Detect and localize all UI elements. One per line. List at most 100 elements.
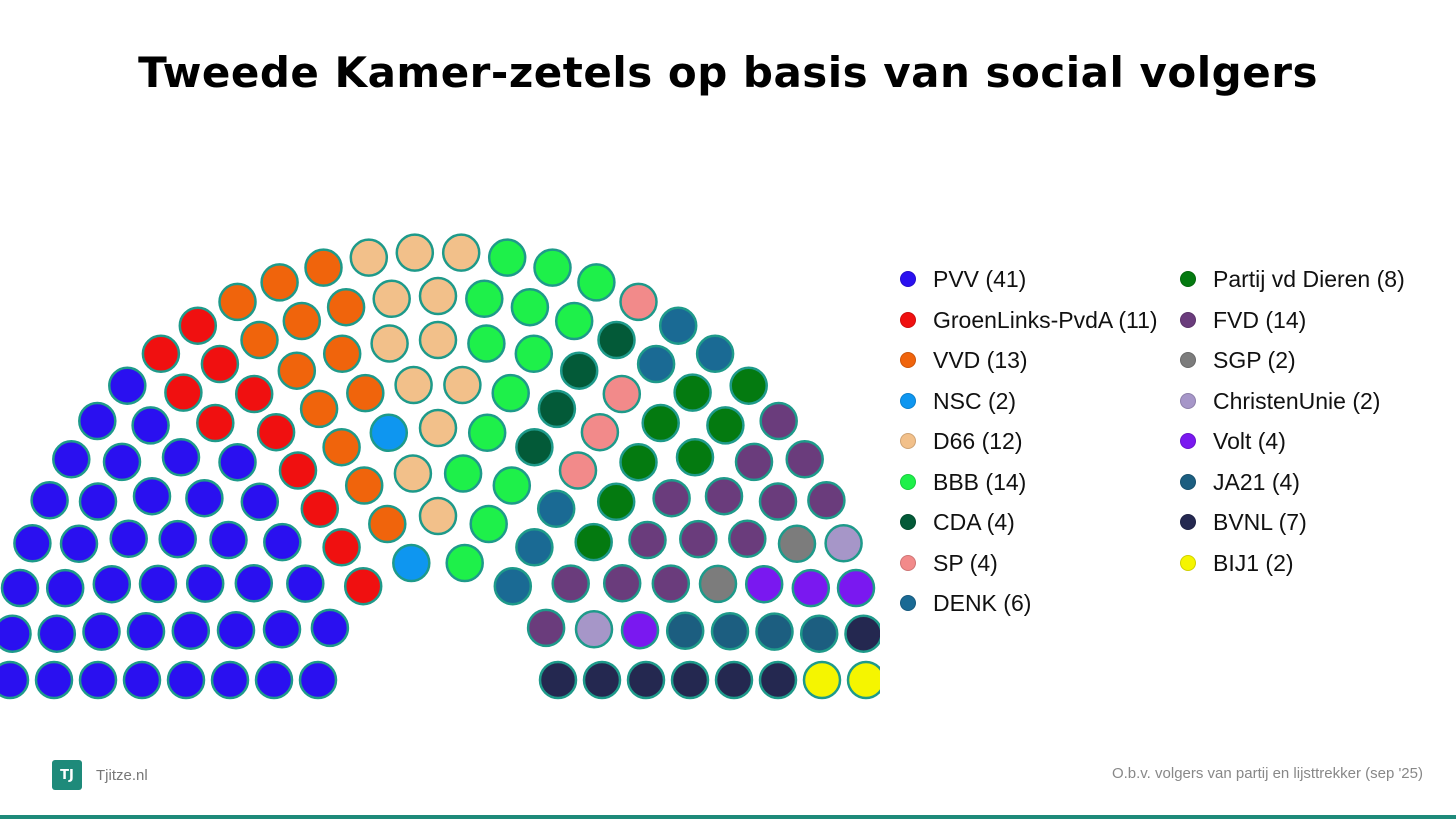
legend-item-nsc: NSC (2) <box>900 387 1016 415</box>
seat-vvd <box>322 427 361 467</box>
seat-pvv <box>92 564 132 604</box>
seat-d66 <box>443 365 482 405</box>
legend-swatch <box>1180 473 1196 490</box>
seat-fvd <box>728 519 767 559</box>
seat-partij-vd-dieren <box>619 442 658 482</box>
seat-d66 <box>441 233 481 272</box>
seat-bbb <box>577 263 616 302</box>
seat-pvv <box>78 401 117 441</box>
seat-fvd <box>628 520 667 560</box>
seat-ja21 <box>665 611 705 651</box>
legend-item-cda: CDA (4) <box>900 508 1015 536</box>
brand-name: Tjitze.nl <box>96 766 148 784</box>
legend-label: ChristenUnie (2) <box>1213 387 1381 414</box>
seat-sp <box>602 374 642 414</box>
seat-ja21 <box>755 612 794 651</box>
legend-label: SGP (2) <box>1213 347 1296 373</box>
seat-nsc <box>392 543 431 583</box>
seat-fvd <box>679 519 718 559</box>
seat-pvv <box>185 564 225 603</box>
seat-d66 <box>370 324 409 363</box>
seat-groenlinks-pvda <box>343 566 383 606</box>
seat-pvv <box>0 614 32 653</box>
seat-bvnl <box>714 660 754 700</box>
seat-groenlinks-pvda <box>141 334 181 374</box>
seat-sp <box>619 282 658 322</box>
seat-fvd <box>526 608 566 648</box>
seat-groenlinks-pvda <box>278 451 318 490</box>
seat-bbb <box>492 466 532 505</box>
seat-vvd <box>346 373 385 413</box>
seat-denk <box>493 566 533 606</box>
seat-vvd <box>299 389 339 429</box>
seat-bbb <box>445 543 484 583</box>
legend-label: NSC (2) <box>933 387 1017 414</box>
legend-label: BIJ1 (2) <box>1213 549 1294 576</box>
legend-label: CDA (4) <box>933 509 1015 535</box>
seat-pvv <box>131 406 170 445</box>
seat-pvv <box>298 660 338 700</box>
footnote: O.b.v. volgers van partij en lijsttrekke… <box>1111 765 1423 782</box>
seat-denk <box>515 528 554 567</box>
seat-d66 <box>395 233 435 272</box>
legend-item-ja21: JA21 (4) <box>1180 468 1300 496</box>
legend-swatch <box>900 473 916 490</box>
legend-item-d66: D66 (12) <box>900 427 1022 455</box>
seat-bbb <box>465 279 504 319</box>
legend-swatch <box>1180 271 1196 287</box>
seat-groenlinks-pvda <box>300 489 340 529</box>
seat-d66 <box>418 320 458 360</box>
seat-fvd <box>551 564 590 603</box>
seat-pvv <box>52 440 91 479</box>
seat-d66 <box>418 408 458 448</box>
seat-vvd <box>344 466 384 505</box>
seat-d66 <box>418 276 458 316</box>
seat-bbb <box>533 248 572 287</box>
legend-swatch <box>1180 392 1196 409</box>
seat-pvv <box>82 612 121 651</box>
seat-groenlinks-pvda <box>234 374 274 414</box>
bottom-accent-bar <box>0 815 1456 819</box>
seat-fvd <box>785 440 824 479</box>
seat-vvd <box>260 263 299 302</box>
seat-bij1 <box>802 660 842 700</box>
seat-vvd <box>368 504 407 544</box>
seat-pvv <box>263 522 302 562</box>
seat-cda <box>597 320 636 360</box>
seat-partij-vd-dieren <box>596 482 636 522</box>
seat-bbb <box>491 373 530 413</box>
seat-pvv <box>138 564 178 604</box>
seat-pvv <box>161 438 201 477</box>
legend-swatch <box>1180 311 1196 328</box>
brand: TJ Tjitze.nl <box>52 760 148 790</box>
seat-groenlinks-pvda <box>256 412 296 452</box>
seat-bbb <box>510 287 550 327</box>
seat-fvd <box>759 401 798 441</box>
seat-fvd <box>652 478 691 518</box>
legend-item-bbb: BBB (14) <box>900 468 1026 496</box>
seat-volt <box>620 610 660 650</box>
legend-swatch <box>1180 554 1196 571</box>
seat-vvd <box>322 334 362 374</box>
seat-pvv <box>185 478 224 518</box>
legend-swatch <box>900 433 916 449</box>
seat-denk <box>695 334 735 374</box>
chart-title: Tweede Kamer-zetels op basis van social … <box>138 48 1318 97</box>
seat-pvv <box>254 660 294 700</box>
legend-swatch <box>900 352 916 368</box>
legend-item-fvd: FVD (14) <box>1180 306 1306 334</box>
seat-bij1 <box>846 660 880 700</box>
legend-label: Partij vd Dieren (8) <box>1213 266 1405 292</box>
seat-d66 <box>372 279 411 319</box>
seat-d66 <box>418 496 458 536</box>
seat-pvv <box>0 660 30 700</box>
seat-partij-vd-dieren <box>675 438 715 477</box>
seat-ja21 <box>710 612 750 651</box>
seat-fvd <box>734 442 774 482</box>
seat-pvv <box>78 660 118 700</box>
seat-bbb <box>467 413 507 453</box>
seat-fvd <box>807 481 846 520</box>
seat-partij-vd-dieren <box>706 406 745 445</box>
seat-vvd <box>240 320 279 360</box>
seat-pvv <box>13 524 52 563</box>
